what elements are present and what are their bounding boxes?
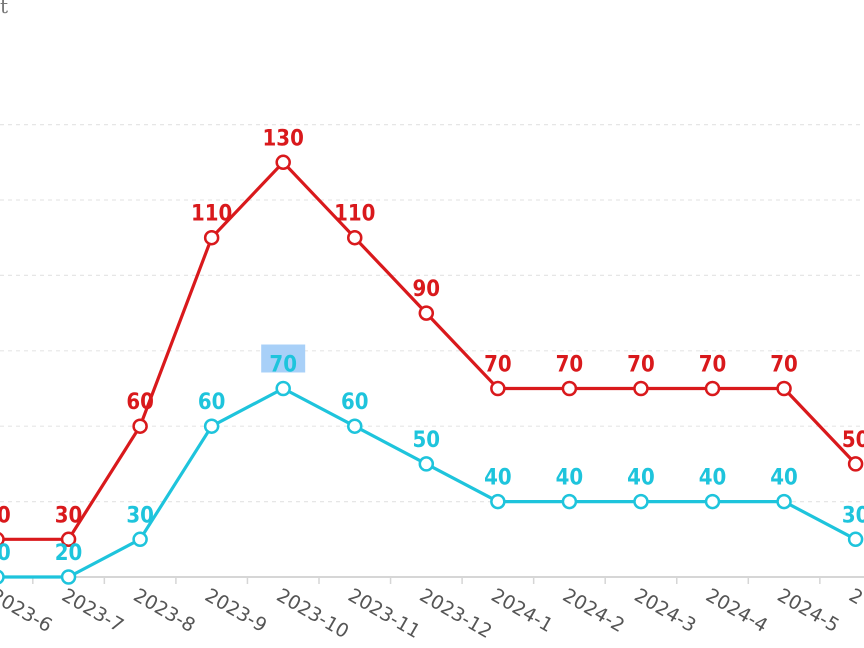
data-label: 70: [484, 353, 512, 378]
data-point: [633, 493, 649, 510]
data-label: 40: [627, 466, 655, 491]
data-point: [704, 380, 721, 397]
x-tick-label: 2023-7: [58, 584, 127, 637]
x-tick-label: 2023-9: [201, 584, 270, 637]
data-label: 110: [191, 202, 232, 227]
data-label: 60: [198, 390, 226, 415]
data-label: 50: [413, 428, 441, 453]
data-point: [0, 532, 5, 547]
series-red: 30 30 60 110 130 110 90 70 70 70 70 70 50: [0, 126, 864, 548]
data-label: 70: [269, 353, 297, 378]
data-label: 30: [126, 503, 154, 528]
data-point: [203, 229, 220, 246]
data-label: 30: [55, 503, 83, 528]
x-tick-label: 2024-3: [630, 584, 699, 637]
data-label: 70: [627, 353, 655, 378]
data-label: 20: [0, 541, 11, 566]
data-point: [203, 418, 220, 434]
data-label: 60: [341, 390, 369, 415]
x-tick-label: 2024-2: [559, 584, 628, 637]
x-tick-label: 2023-12: [416, 584, 496, 643]
data-label: 40: [699, 466, 727, 491]
data-label: 40: [770, 466, 798, 491]
series-cyan: 20 20 30 60 70 60 50 40 40 40 40 40 30: [0, 344, 864, 585]
data-point: [776, 493, 792, 510]
data-point: [418, 305, 435, 321]
x-tick-label: 2: [845, 584, 864, 609]
data-label: 30: [0, 503, 11, 528]
data-point: [60, 569, 77, 585]
data-point: [847, 531, 864, 548]
data-point: [776, 380, 792, 397]
data-point: [561, 493, 578, 510]
data-point: [347, 418, 363, 434]
data-label: 40: [556, 466, 584, 491]
data-point: [0, 569, 5, 585]
data-point: [490, 493, 506, 510]
data-point: [132, 418, 148, 434]
data-label: 30: [842, 503, 864, 528]
data-point: [347, 229, 363, 246]
series-line: [0, 386, 857, 579]
data-label: 70: [556, 353, 584, 378]
x-tick-label: 2023-8: [130, 584, 199, 637]
data-point: [633, 380, 649, 397]
data-point: [275, 154, 291, 171]
data-label: 50: [842, 428, 864, 453]
chart-title-fragment: t: [0, 0, 9, 18]
data-label: 90: [413, 277, 441, 302]
data-label: 20: [55, 541, 83, 566]
data-point: [275, 380, 291, 397]
data-point: [561, 380, 578, 397]
data-label: 60: [126, 390, 154, 415]
data-label: 40: [484, 466, 512, 491]
x-tick-label: 2023-10: [273, 584, 353, 643]
data-label: 70: [770, 353, 798, 378]
data-point: [847, 456, 864, 472]
data-point: [60, 531, 77, 548]
data-label: 130: [263, 126, 304, 151]
label-highlight: [261, 344, 306, 373]
x-tick-label: 2024-5: [774, 584, 843, 637]
data-label: 70: [699, 353, 727, 378]
data-point: [132, 531, 148, 548]
data-label: 110: [334, 202, 375, 227]
data-point: [418, 456, 435, 472]
x-tick-label: 2024-4: [702, 584, 771, 637]
data-point: [704, 493, 721, 510]
x-tick-label: 2023-11: [344, 584, 424, 643]
x-tick-label: 2023-6: [0, 584, 56, 637]
data-point: [490, 380, 506, 397]
x-tick-label: 2024-1: [487, 584, 556, 637]
